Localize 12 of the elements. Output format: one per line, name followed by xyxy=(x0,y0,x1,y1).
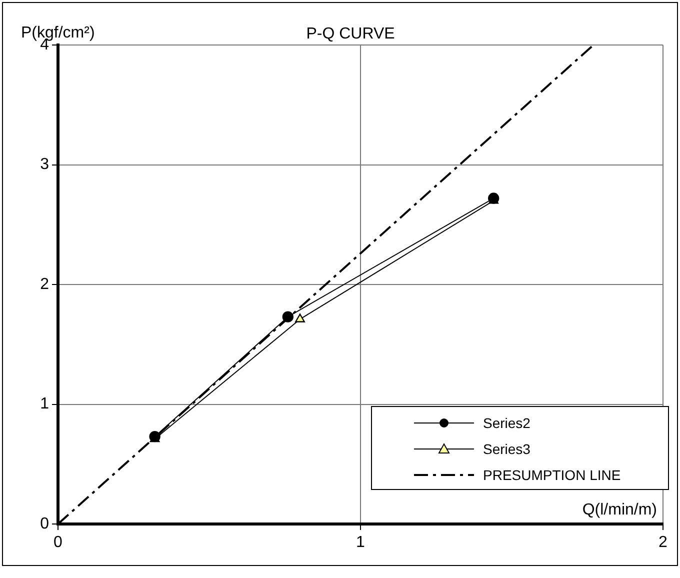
x-tick-label: 2 xyxy=(658,534,668,552)
y-tick-label: 3 xyxy=(40,156,50,174)
y-tick-label: 0 xyxy=(40,515,50,532)
legend-label: PRESUMPTION LINE xyxy=(483,467,621,483)
chart-title: P-Q CURVE xyxy=(306,25,395,42)
legend-label: Series2 xyxy=(483,415,530,431)
y-tick-label: 2 xyxy=(40,276,50,293)
legend-label: Series3 xyxy=(483,441,530,457)
x-tick-label: 1 xyxy=(356,534,366,552)
x-tick-label: 0 xyxy=(54,534,63,552)
y-tick-label: 1 xyxy=(40,396,50,413)
x-axis-title: Q(l/min/m) xyxy=(582,501,657,518)
